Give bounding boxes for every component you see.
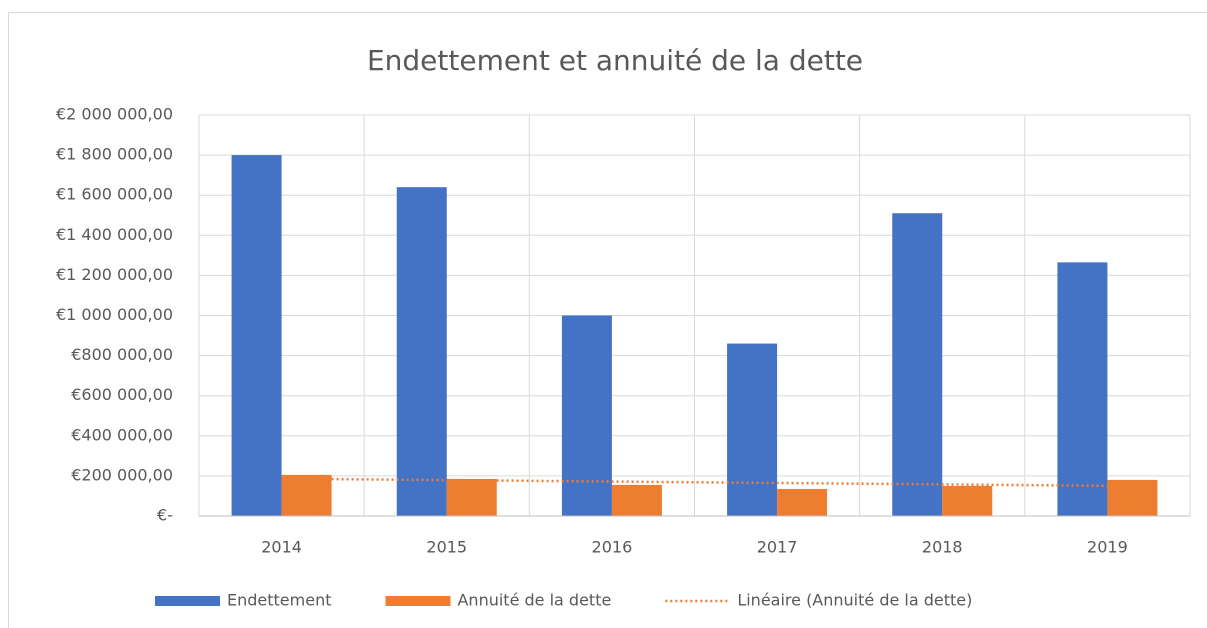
y-tick-label: €1 000 000,00 <box>56 305 173 324</box>
legend-label: Endettement <box>227 591 331 610</box>
bar <box>777 488 828 516</box>
bar <box>281 474 332 516</box>
y-tick-label: €1 200 000,00 <box>56 265 173 284</box>
y-tick-label: €1 800 000,00 <box>56 145 173 164</box>
legend-swatch <box>385 596 451 606</box>
legend-label: Linéaire (Annuité de la dette) <box>737 591 972 610</box>
y-tick-label: €- <box>157 506 173 525</box>
bar <box>1107 479 1158 516</box>
x-tick-label: 2017 <box>757 538 798 557</box>
y-tick-label: €400 000,00 <box>71 425 173 444</box>
x-tick-label: 2015 <box>426 538 467 557</box>
bar <box>396 187 447 516</box>
legend-label: Annuité de la dette <box>457 591 611 610</box>
legend-swatch <box>155 596 220 606</box>
y-tick-label: €1 400 000,00 <box>56 225 173 244</box>
bar <box>727 343 778 516</box>
y-tick-label: €600 000,00 <box>71 385 173 404</box>
y-tick-label: €2 000 000,00 <box>56 105 173 124</box>
y-tick-label: €200 000,00 <box>71 465 173 484</box>
chart-title: Endettement et annuité de la dette <box>367 44 863 77</box>
x-tick-label: 2019 <box>1087 538 1128 557</box>
bar <box>231 155 282 516</box>
bar <box>561 315 612 516</box>
bar <box>942 485 993 516</box>
x-tick-label: 2014 <box>261 538 302 557</box>
y-tick-label: €800 000,00 <box>71 345 173 364</box>
bar <box>446 478 497 516</box>
bar <box>892 213 943 516</box>
x-tick-label: 2016 <box>592 538 633 557</box>
y-tick-label: €1 600 000,00 <box>56 185 173 204</box>
bar <box>1057 262 1108 516</box>
x-tick-label: 2018 <box>922 538 963 557</box>
bar <box>611 484 662 516</box>
